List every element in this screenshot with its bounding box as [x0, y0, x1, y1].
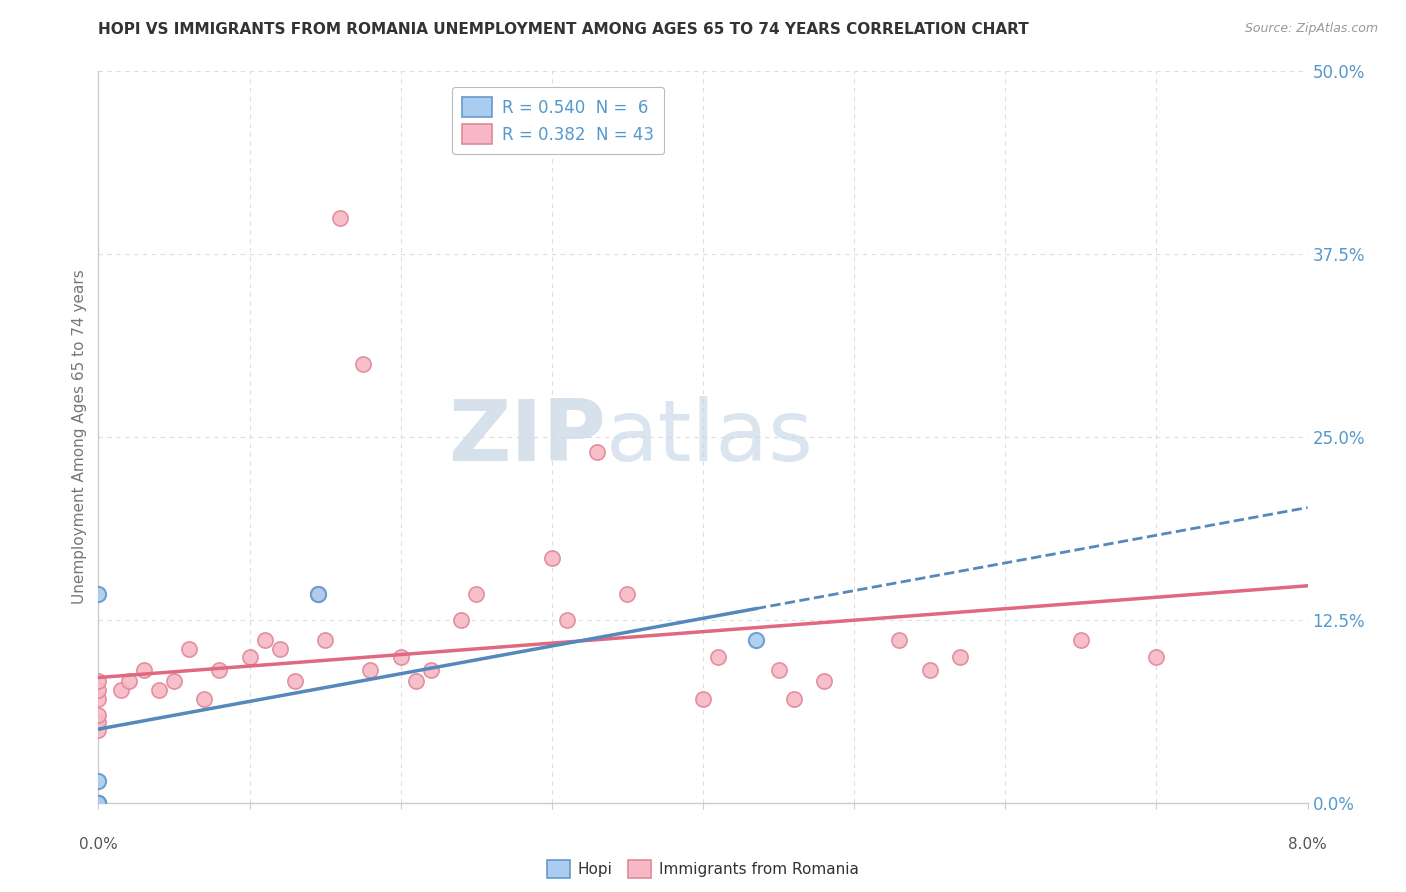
Point: [87, 692, 110, 706]
Point: [1070, 633, 1092, 648]
Point: [177, 642, 201, 657]
Point: [405, 674, 427, 689]
Point: [307, 586, 329, 600]
Point: [87, 708, 110, 723]
Point: [692, 692, 714, 706]
Point: [132, 663, 155, 677]
Point: [745, 633, 768, 648]
Point: [284, 674, 307, 689]
Point: [307, 586, 329, 600]
Point: [555, 613, 578, 627]
Text: ZIP: ZIP: [449, 395, 606, 479]
Point: [87, 796, 110, 810]
Point: [87, 796, 110, 810]
Point: [707, 649, 730, 664]
Point: [87, 715, 110, 730]
Text: 8.0%: 8.0%: [1288, 837, 1327, 852]
Point: [87, 773, 110, 788]
Point: [949, 649, 972, 664]
Point: [87, 674, 110, 689]
Text: atlas: atlas: [606, 395, 814, 479]
Text: Source: ZipAtlas.com: Source: ZipAtlas.com: [1244, 22, 1378, 36]
Point: [813, 674, 835, 689]
Point: [148, 683, 170, 698]
Point: [269, 642, 291, 657]
Point: [329, 211, 352, 225]
Point: [87, 683, 110, 698]
Point: [314, 633, 336, 648]
Y-axis label: Unemployment Among Ages 65 to 74 years: Unemployment Among Ages 65 to 74 years: [72, 269, 87, 605]
Point: [586, 444, 609, 458]
Legend: Hopi, Immigrants from Romania: Hopi, Immigrants from Romania: [541, 854, 865, 884]
Point: [782, 692, 804, 706]
Point: [616, 586, 638, 600]
Point: [420, 663, 443, 677]
Point: [360, 663, 382, 677]
Point: [889, 633, 911, 648]
Point: [239, 649, 262, 664]
Point: [208, 663, 231, 677]
Point: [918, 663, 941, 677]
Point: [540, 551, 562, 566]
Point: [87, 796, 110, 810]
Point: [87, 586, 110, 600]
Point: [110, 683, 132, 698]
Point: [87, 796, 110, 810]
Point: [389, 649, 412, 664]
Legend: R = 0.540  N =  6, R = 0.382  N = 43: R = 0.540 N = 6, R = 0.382 N = 43: [451, 87, 664, 154]
Point: [87, 796, 110, 810]
Point: [118, 674, 141, 689]
Point: [465, 586, 488, 600]
Point: [163, 674, 186, 689]
Point: [87, 723, 110, 737]
Point: [352, 357, 374, 371]
Text: 0.0%: 0.0%: [79, 837, 118, 852]
Point: [450, 613, 472, 627]
Point: [87, 796, 110, 810]
Point: [768, 663, 790, 677]
Point: [193, 692, 215, 706]
Point: [1144, 649, 1167, 664]
Point: [253, 633, 276, 648]
Text: HOPI VS IMMIGRANTS FROM ROMANIA UNEMPLOYMENT AMONG AGES 65 TO 74 YEARS CORRELATI: HOPI VS IMMIGRANTS FROM ROMANIA UNEMPLOY…: [98, 22, 1029, 37]
